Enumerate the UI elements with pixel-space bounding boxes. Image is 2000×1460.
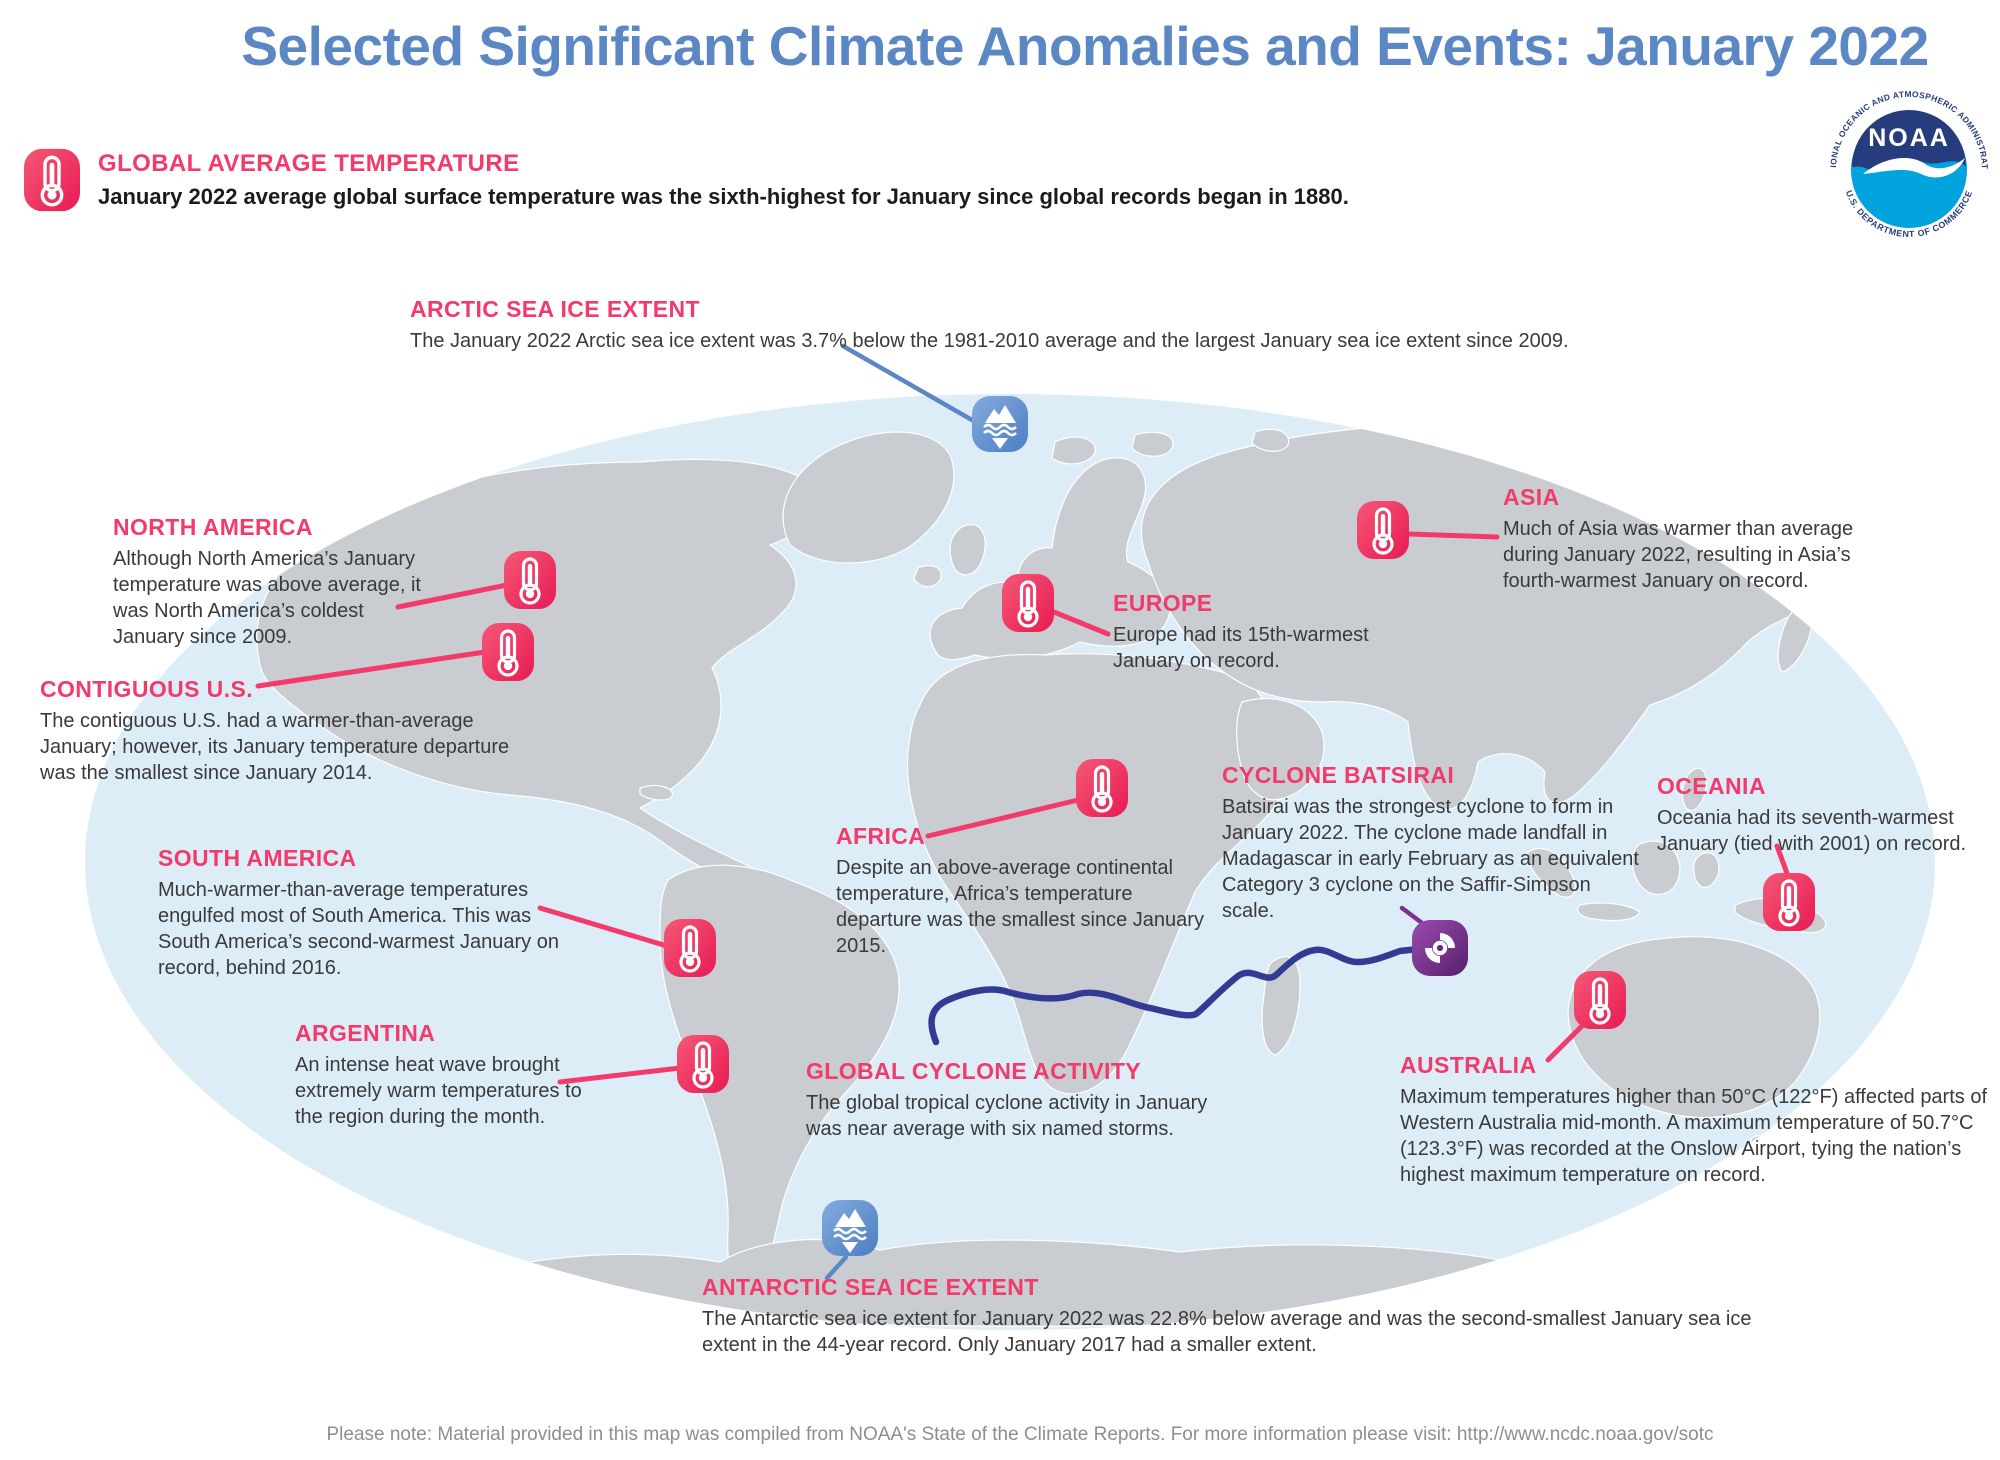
land-java xyxy=(1577,902,1641,922)
land-madagascar xyxy=(1261,956,1301,1056)
leader-asia xyxy=(1406,531,1500,540)
north-america-heading: NORTH AMERICA xyxy=(113,514,313,540)
callout-africa: AFRICA Despite an above-average continen… xyxy=(836,823,1206,959)
land-british-isles xyxy=(949,524,986,576)
land-australia xyxy=(1567,936,1821,1119)
land-borneo xyxy=(1631,840,1681,896)
leader-south-america xyxy=(537,905,670,949)
thermometer-icon xyxy=(1076,759,1128,817)
thermometer-icon xyxy=(482,623,534,681)
leader-oceania xyxy=(1774,843,1791,879)
global-average-temperature-body: January 2022 average global surface temp… xyxy=(98,184,1349,209)
callout-asia: ASIA Much of Asia was warmer than averag… xyxy=(1503,484,1903,594)
asia-heading: ASIA xyxy=(1503,484,1560,510)
footer-note: Please note: Material provided in this m… xyxy=(326,1424,1714,1445)
callout-cyclone-batsirai: CYCLONE BATSIRAI Batsirai was the strong… xyxy=(1222,762,1642,924)
europe-body: Europe had its 15th-warmest January on r… xyxy=(1113,624,1369,672)
land-arabia xyxy=(1235,698,1325,801)
leader-australia xyxy=(1545,1023,1585,1063)
leader-arctic xyxy=(840,343,975,423)
cyclone-track xyxy=(928,944,1432,1046)
europe-heading: EUROPE xyxy=(1113,590,1213,616)
global-average-temperature-heading: GLOBAL AVERAGE TEMPERATURE xyxy=(98,150,520,177)
leader-europe xyxy=(1051,609,1111,637)
leader-argentina xyxy=(557,1065,683,1085)
land-arctic-island-2 xyxy=(1131,431,1174,457)
contiguous-us-body: The contiguous U.S. had a warmer-than-av… xyxy=(40,710,510,784)
callout-australia: AUSTRALIA Maximum temperatures higher th… xyxy=(1400,1052,2000,1188)
callout-antarctic-sea-ice: ANTARCTIC SEA ICE EXTENT The Antarctic s… xyxy=(702,1274,1762,1358)
global-cyclone-activity-heading: GLOBAL CYCLONE ACTIVITY xyxy=(806,1058,1142,1084)
callout-argentina: ARGENTINA An intense heat wave brought e… xyxy=(295,1020,605,1130)
land-arctic-island-1 xyxy=(1051,436,1096,465)
callout-oceania: OCEANIA Oceania had its seventh-warmest … xyxy=(1657,773,1992,857)
thermometer-icon xyxy=(1574,971,1626,1029)
noaa-logo-graphic: NATIONAL OCEANIC AND ATMOSPHERIC ADMINIS… xyxy=(1820,76,1994,255)
land-sumatra xyxy=(1527,847,1576,898)
thermometer-icon xyxy=(1002,574,1054,632)
leader-africa xyxy=(925,797,1081,839)
land-africa xyxy=(906,653,1285,1095)
page-title: Selected Significant Climate Anomalies a… xyxy=(241,15,1929,77)
antarctic-sea-ice-heading: ANTARCTIC SEA ICE EXTENT xyxy=(702,1274,1039,1300)
leader-lines-blue xyxy=(824,343,975,1281)
leader-antarctic xyxy=(824,1254,849,1281)
global-cyclone-activity-body: The global tropical cyclone activity in … xyxy=(806,1092,1208,1140)
north-america-body: Although North America’s January tempera… xyxy=(113,548,421,648)
callout-arctic-sea-ice: ARCTIC SEA ICE EXTENT The January 2022 A… xyxy=(410,296,1710,354)
land-arctic-island-3 xyxy=(1251,428,1290,452)
cyclone-batsirai-body: Batsirai was the strongest cyclone to fo… xyxy=(1222,796,1639,922)
south-america-body: Much-warmer-than-average temperatures en… xyxy=(158,879,559,979)
thermometer-icon xyxy=(1357,501,1409,559)
callout-global-cyclone-activity: GLOBAL CYCLONE ACTIVITY The global tropi… xyxy=(806,1058,1246,1142)
africa-body: Despite an above-average continental tem… xyxy=(836,857,1204,957)
callout-europe: EUROPE Europe had its 15th-warmest Janua… xyxy=(1113,590,1413,674)
asia-body: Much of Asia was warmer than average dur… xyxy=(1503,518,1854,592)
oceania-heading: OCEANIA xyxy=(1657,773,1766,799)
iceberg-icon xyxy=(822,1200,878,1256)
land-sulawesi xyxy=(1693,852,1720,888)
land-caribbean xyxy=(639,784,673,801)
callout-north-america: NORTH AMERICA Although North America’s J… xyxy=(113,514,433,650)
australia-heading: AUSTRALIA xyxy=(1400,1052,1537,1078)
callout-contiguous-us: CONTIGUOUS U.S. The contiguous U.S. had … xyxy=(40,676,510,786)
africa-heading: AFRICA xyxy=(836,823,926,849)
land-north-america xyxy=(256,458,821,892)
thermometer-icon xyxy=(677,1035,729,1093)
oceania-body: Oceania had its seventh-warmest January … xyxy=(1657,807,1967,855)
argentina-body: An intense heat wave brought extremely w… xyxy=(295,1054,582,1128)
leader-lines-pink xyxy=(255,531,1791,1085)
south-america-heading: SOUTH AMERICA xyxy=(158,845,357,871)
noaa-acronym: NOAA xyxy=(1868,124,1950,152)
callout-south-america: SOUTH AMERICA Much-warmer-than-average t… xyxy=(158,845,578,981)
contiguous-us-heading: CONTIGUOUS U.S. xyxy=(40,676,254,702)
leader-contiguous-us xyxy=(255,649,488,689)
leader-north-america xyxy=(395,582,510,610)
hurricane-icon xyxy=(1412,920,1468,976)
noaa-seagull-icon xyxy=(1863,158,1965,178)
thermometer-icon xyxy=(1763,873,1815,931)
land-iceland xyxy=(913,565,942,588)
australia-body: Maximum temperatures higher than 50°C (1… xyxy=(1400,1086,1988,1186)
arctic-sea-ice-heading: ARCTIC SEA ICE EXTENT xyxy=(410,296,700,322)
arctic-sea-ice-body: The January 2022 Arctic sea ice extent w… xyxy=(410,330,1569,352)
iceberg-icon xyxy=(972,396,1028,452)
argentina-heading: ARGENTINA xyxy=(295,1020,436,1046)
thermometer-icon xyxy=(504,551,556,609)
land-europe xyxy=(929,457,1171,661)
noaa-globe-sky xyxy=(1852,110,1966,170)
thermometer-icon xyxy=(24,148,80,212)
land-greenland xyxy=(782,431,955,564)
noaa-logo: NATIONAL OCEANIC AND ATMOSPHERIC ADMINIS… xyxy=(1820,76,1995,256)
thermometer-icon xyxy=(664,919,716,977)
antarctic-sea-ice-body: The Antarctic sea ice extent for January… xyxy=(702,1308,1752,1356)
callout-global-average-temperature: GLOBAL AVERAGE TEMPERATURE January 2022 … xyxy=(98,150,1378,210)
land-philippines xyxy=(1681,767,1707,811)
cyclone-batsirai-heading: CYCLONE BATSIRAI xyxy=(1222,762,1455,788)
